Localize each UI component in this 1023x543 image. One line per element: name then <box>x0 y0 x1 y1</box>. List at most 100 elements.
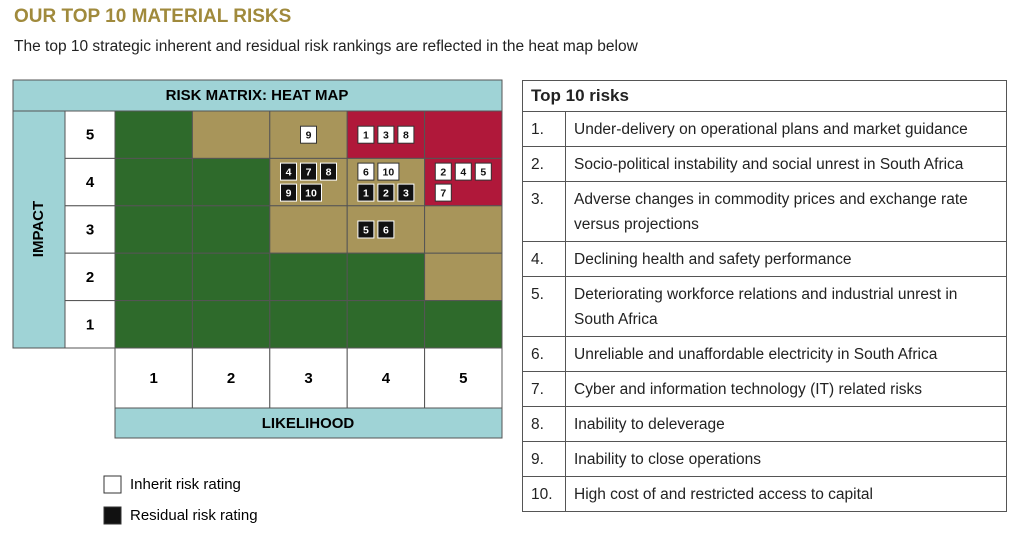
heat-cell <box>191 300 271 349</box>
table-row: 2. Socio-political instability and social… <box>522 146 1007 182</box>
residual-marker <box>300 183 322 202</box>
marker-label: 2 <box>440 166 446 178</box>
residual-marker <box>300 162 317 181</box>
table-title: Top 10 risks <box>522 80 1007 112</box>
marker-label: 9 <box>286 187 292 199</box>
residual-marker <box>280 183 297 202</box>
heat-map-header <box>12 79 503 112</box>
inherent-marker <box>434 183 452 202</box>
heat-cell <box>114 205 193 254</box>
heat-cell <box>269 110 348 159</box>
table-row: 7. Cyber and information technology (IT) … <box>522 371 1007 407</box>
table-row: 1. Under-delivery on operational plans an… <box>522 111 1007 147</box>
impact-label: 5 <box>86 127 94 144</box>
residual-marker <box>357 183 375 202</box>
residual-marker <box>397 183 415 202</box>
impact-cell <box>64 205 116 254</box>
heat-cell <box>424 300 503 349</box>
page-subtitle: The top 10 strategic inherent and residu… <box>14 38 638 55</box>
risk-description: Unreliable and unaffordable electricity … <box>565 336 1007 372</box>
marker-label: 3 <box>383 129 389 141</box>
marker-label: 5 <box>480 166 486 178</box>
table-row: 6. Unreliable and unaffordable electricit… <box>522 336 1007 372</box>
legend-label: Residual risk rating <box>130 507 258 524</box>
marker-label: 6 <box>383 224 389 236</box>
risk-description: Adverse changes in commodity prices and … <box>565 181 1007 242</box>
marker-label: 8 <box>326 166 332 178</box>
likelihood-bar <box>114 407 503 439</box>
impact-cell <box>64 110 116 159</box>
table-row: 5. Deteriorating workforce relations and … <box>522 276 1007 337</box>
heat-cell <box>191 252 271 302</box>
heat-cell <box>114 300 193 349</box>
table-row: 4. Declining health and safety performanc… <box>522 241 1007 277</box>
heat-map-title: RISK MATRIX: HEAT MAP <box>166 87 349 104</box>
heat-cell <box>191 110 271 159</box>
likelihood-cell <box>424 347 503 409</box>
residual-marker <box>377 183 395 202</box>
marker-label: 4 <box>286 166 292 178</box>
risk-number: 2. <box>522 146 566 182</box>
likelihood-label: 2 <box>227 370 235 387</box>
impact-label: 4 <box>86 174 95 191</box>
legend-swatch-residual <box>103 506 122 525</box>
impact-label: 2 <box>86 269 94 286</box>
legend-label: Inherit risk rating <box>130 476 241 493</box>
residual-marker <box>320 162 337 181</box>
x-axis-label: LIKELIHOOD <box>262 415 355 432</box>
y-axis-label: IMPACT <box>30 201 47 257</box>
likelihood-label: 4 <box>382 370 391 387</box>
heat-cell <box>269 252 348 302</box>
inherent-marker <box>357 125 375 144</box>
risk-description: Inability to deleverage <box>565 406 1007 442</box>
heat-map: RISK MATRIX: HEAT MAP IMPACT LIKELIHOOD … <box>12 79 503 525</box>
residual-marker <box>377 220 395 239</box>
risk-number: 6. <box>522 336 566 372</box>
risk-number: 10. <box>522 476 566 512</box>
table-body: 1. Under-delivery on operational plans an… <box>522 111 1007 512</box>
heat-cell <box>114 252 193 302</box>
heat-cell <box>269 205 348 254</box>
inherent-marker <box>300 125 317 144</box>
marker-label: 6 <box>363 166 369 178</box>
risk-description: Cyber and information technology (IT) re… <box>565 371 1007 407</box>
marker-label: 1 <box>363 129 369 141</box>
table-row: 10. High cost of and restricted access to… <box>522 476 1007 512</box>
risk-table: Top 10 risks 1. Under-delivery on operati… <box>522 80 1007 512</box>
inherent-marker <box>397 125 415 144</box>
table-row: 9. Inability to close operations <box>522 441 1007 477</box>
marker-label: 1 <box>363 187 369 199</box>
inherent-marker <box>434 162 452 181</box>
risk-description: Socio-political instability and social u… <box>565 146 1007 182</box>
heat-cell <box>114 110 193 159</box>
heat-cell <box>424 252 503 302</box>
risk-number: 5. <box>522 276 566 337</box>
likelihood-label: 3 <box>304 370 312 387</box>
residual-marker <box>280 162 297 181</box>
heat-cell <box>424 205 503 254</box>
residual-marker <box>357 220 375 239</box>
likelihood-cell <box>191 347 271 409</box>
likelihood-label: 5 <box>459 370 467 387</box>
marker-label: 5 <box>363 224 369 236</box>
inherent-marker <box>377 125 395 144</box>
marker-label: 4 <box>460 166 466 178</box>
risk-number: 1. <box>522 111 566 147</box>
inherent-marker <box>474 162 492 181</box>
risk-description: Under-delivery on operational plans and … <box>565 111 1007 147</box>
risk-number: 8. <box>522 406 566 442</box>
likelihood-cell <box>269 347 348 409</box>
likelihood-label: 1 <box>150 370 158 387</box>
risk-number: 9. <box>522 441 566 477</box>
marker-label: 10 <box>305 187 317 199</box>
heat-cell <box>191 157 271 207</box>
inherent-marker <box>377 162 400 181</box>
likelihood-cell <box>114 347 193 409</box>
marker-label: 9 <box>306 129 312 141</box>
marker-label: 8 <box>403 129 409 141</box>
marker-label: 7 <box>440 187 446 199</box>
heat-cell <box>346 252 426 302</box>
table-row: 3. Adverse changes in commodity prices an… <box>522 181 1007 242</box>
heat-cell <box>424 110 503 159</box>
